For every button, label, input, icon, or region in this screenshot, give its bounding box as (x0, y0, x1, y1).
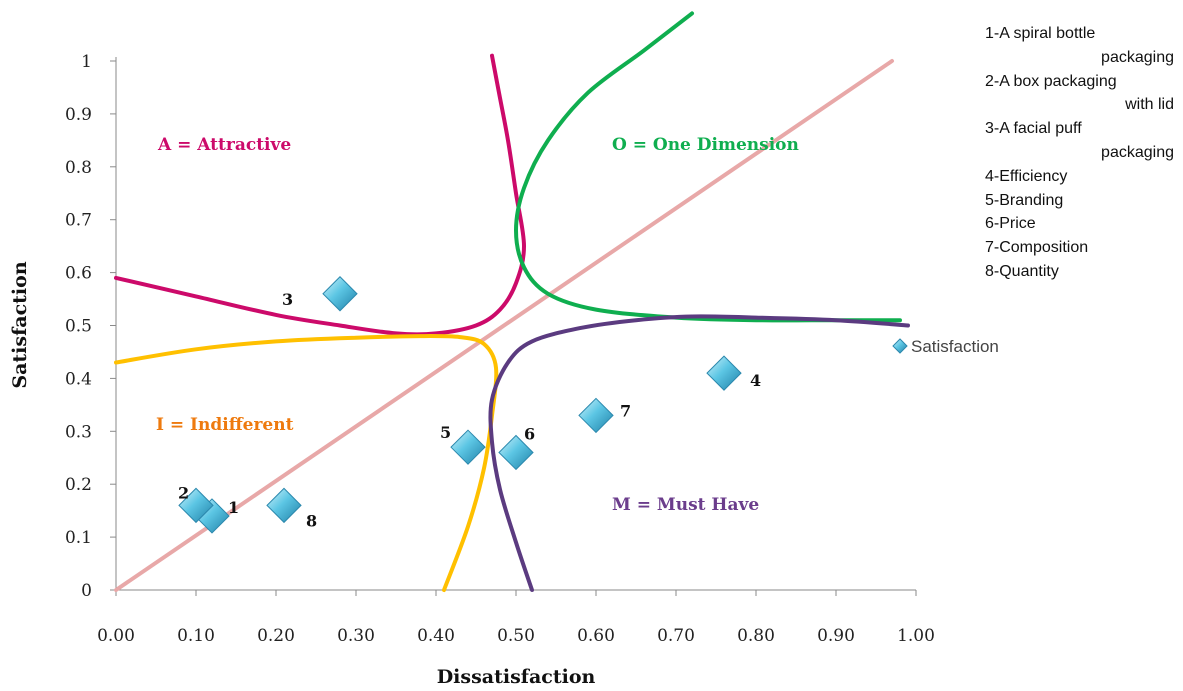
reference-diagonal (114, 59, 894, 592)
x-tick-label: 0.70 (657, 626, 695, 646)
y-tick-label: 0.2 (65, 475, 92, 495)
data-point-label: 1 (228, 498, 239, 517)
one-dimension-boundary-curve (514, 11, 902, 323)
region-label: I = Indifferent (156, 415, 294, 435)
x-tick-label: 0.20 (257, 626, 295, 646)
y-axis-title: Satisfaction (9, 261, 31, 388)
indifferent-boundary-curve (114, 334, 499, 592)
data-point-diamond (266, 487, 302, 524)
boundary-curves (114, 11, 910, 592)
data-point-diamond (178, 487, 214, 524)
data-point-label: 3 (282, 290, 293, 309)
y-tick-label: 1 (81, 52, 92, 72)
x-tick-label: 0.30 (337, 626, 375, 646)
data-point-diamond (578, 397, 614, 434)
data-point-label: 2 (178, 483, 189, 502)
data-point-label: 5 (440, 423, 451, 442)
key-item: 4-Efficiency (985, 167, 1068, 185)
key-item: 8-Quantity (985, 263, 1059, 280)
data-point-label: 7 (620, 401, 631, 420)
key-item: 3-A facial puff (985, 120, 1082, 138)
key-item: 6-Price (985, 215, 1036, 233)
legend-marker (892, 338, 908, 354)
key-item: 1-A spiral bottle (985, 25, 1096, 42)
x-tick-label: 1.00 (897, 626, 935, 646)
attractive-boundary-curve (114, 53, 526, 337)
x-tick-label: 0.00 (97, 626, 135, 646)
x-tick-label: 0.60 (577, 626, 615, 646)
data-point-diamond (322, 276, 358, 312)
y-tick-label: 0.7 (65, 211, 92, 231)
data-point-label: 6 (524, 424, 535, 443)
x-tick-label: 0.10 (177, 626, 215, 646)
data-point-diamond (450, 429, 486, 465)
y-tick-label: 0.9 (65, 105, 92, 125)
region-labels: A = Attractive O = One Dimension I = Indif… (156, 135, 799, 515)
reference-line-layer (114, 59, 894, 592)
y-tick-label: 0.4 (65, 369, 92, 389)
x-tick-label: 0.40 (417, 626, 455, 646)
data-point-label: 4 (750, 371, 761, 390)
y-tick-label: 0.3 (65, 422, 92, 442)
key-item: 5-Branding (985, 191, 1064, 209)
axes: 0 0.1 0.2 0.3 0.4 0.5 0.6 0.7 0.8 0.9 1 0.00 0.10 0.2… (65, 52, 935, 646)
y-tick-label: 0 (81, 581, 92, 601)
key-item-continued: with lid (1125, 96, 1174, 114)
data-point-diamond (706, 355, 742, 391)
key-item-continued: packaging (1101, 48, 1174, 66)
must-have-boundary-curve (488, 314, 910, 592)
y-tick-label: 0.1 (65, 528, 92, 548)
x-tick-label: 0.80 (737, 626, 775, 646)
y-tick-label: 0.8 (65, 158, 92, 178)
legend-label: Satisfaction (911, 337, 999, 356)
y-tick-label: 0.5 (65, 317, 92, 337)
x-tick-label: 0.50 (497, 626, 535, 646)
y-tick-label: 0.6 (65, 264, 92, 284)
region-label: O = One Dimension (612, 135, 799, 155)
key-item: 7-Composition (985, 239, 1089, 257)
region-label: A = Attractive (157, 135, 291, 155)
data-point-label: 8 (306, 511, 317, 530)
key-item: 2-A box packaging (985, 72, 1117, 90)
x-tick-label: 0.90 (817, 626, 855, 646)
region-label: M = Must Have (612, 495, 759, 515)
legend: Satisfaction (892, 337, 999, 356)
x-axis-title: Dissatisfaction (437, 666, 596, 688)
key-item-continued: packaging (1101, 144, 1174, 161)
data-points: 1 2 3 4 5 6 7 8 (178, 276, 761, 534)
data-point-diamond (498, 434, 534, 471)
